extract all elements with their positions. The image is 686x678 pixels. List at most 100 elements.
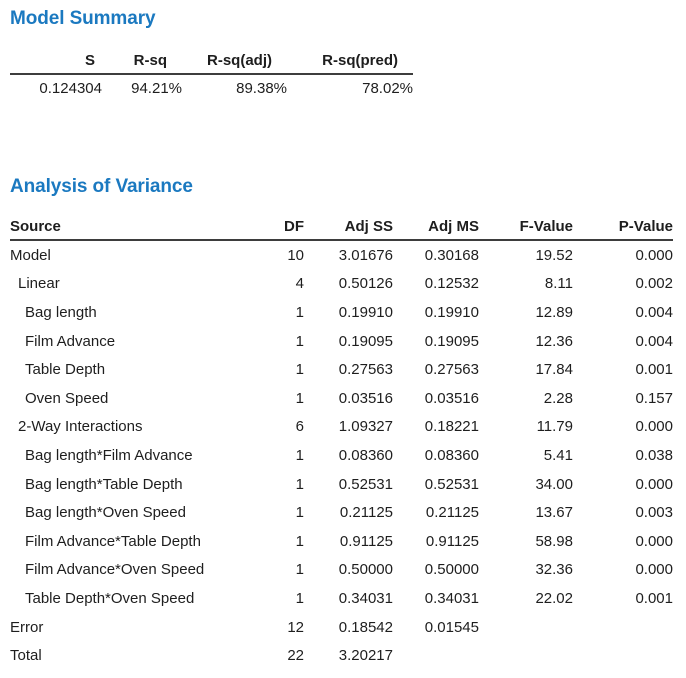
anova-cell-p: 0.000 bbox=[635, 561, 673, 579]
anova-cell-f: 12.89 bbox=[535, 303, 573, 321]
anova-cell-source: Linear bbox=[18, 275, 60, 293]
anova-row: Bag length*Film Advance 1 0.08360 0.08360 5.… bbox=[10, 441, 673, 470]
anova-row: Table Depth*Oven Speed 1 0.34031 0.34031 22.… bbox=[10, 584, 673, 613]
anova-row: Table Depth 1 0.27563 0.27563 17.84 0.001 bbox=[10, 355, 673, 384]
anova-cell-adj_ss: 0.19910 bbox=[338, 303, 393, 321]
anova-header-row: Source DF Adj SS Adj MS F-Value P-Value bbox=[10, 214, 673, 241]
anova-cell-p: 0.157 bbox=[635, 389, 673, 407]
anova-cell-p: 0.000 bbox=[635, 246, 673, 264]
anova-cell-p: 0.000 bbox=[635, 418, 673, 436]
anova-cell-f: 12.36 bbox=[535, 332, 573, 350]
anova-cell-adj_ms: 0.52531 bbox=[424, 475, 479, 493]
anova-cell-adj_ss: 0.50126 bbox=[338, 275, 393, 293]
anova-cell-source: Film Advance*Table Depth bbox=[25, 532, 201, 550]
anova-cell-f: 5.41 bbox=[543, 446, 573, 464]
anova-cell-df: 1 bbox=[295, 332, 304, 350]
column-header-adj-ms: Adj MS bbox=[393, 214, 479, 241]
anova-row: Error 12 0.18542 0.01545 bbox=[10, 613, 673, 642]
anova-cell-df: 1 bbox=[295, 475, 304, 493]
anova-table: Source DF Adj SS Adj MS F-Value P-Value … bbox=[10, 214, 673, 670]
anova-cell-adj_ss: 0.50000 bbox=[338, 561, 393, 579]
anova-cell-adj_ms: 0.27563 bbox=[424, 361, 479, 379]
anova-row: Film Advance*Oven Speed 1 0.50000 0.50000 32… bbox=[10, 556, 673, 585]
anova-cell-f: 58.98 bbox=[535, 532, 573, 550]
anova-cell-adj_ms: 0.12532 bbox=[424, 275, 479, 293]
anova-cell-adj_ms: 0.01545 bbox=[424, 618, 479, 636]
statistical-output-pane: Model Summary S R-sq R-sq(adj) R-sq(pred… bbox=[0, 8, 686, 670]
model-summary-value-row: 0.124304 94.21% 89.38% 78.02% bbox=[10, 74, 413, 101]
anova-cell-adj_ms: 0.18221 bbox=[424, 418, 479, 436]
anova-row: Oven Speed 1 0.03516 0.03516 2.28 0.157 bbox=[10, 384, 673, 413]
anova-cell-adj_ss: 0.19095 bbox=[338, 332, 393, 350]
anova-cell-adj_ms: 0.50000 bbox=[424, 561, 479, 579]
anova-row: Model 10 3.01676 0.30168 19.52 0.000 bbox=[10, 240, 673, 270]
anova-cell-p: 0.038 bbox=[635, 446, 673, 464]
anova-cell-f: 19.52 bbox=[535, 246, 573, 264]
anova-cell-adj_ss: 0.52531 bbox=[338, 475, 393, 493]
anova-cell-adj_ms: 0.03516 bbox=[424, 389, 479, 407]
anova-cell-adj_ss: 0.21125 bbox=[339, 504, 393, 522]
anova-cell-df: 1 bbox=[295, 561, 304, 579]
anova-cell-adj_ss: 3.20217 bbox=[338, 647, 393, 665]
anova-cell-adj_ss: 0.18542 bbox=[338, 618, 393, 636]
anova-cell-p: 0.001 bbox=[635, 361, 673, 379]
anova-cell-adj_ms: 0.19910 bbox=[424, 303, 479, 321]
anova-cell-p: 0.003 bbox=[635, 504, 673, 522]
anova-cell-source: 2-Way Interactions bbox=[18, 418, 143, 436]
anova-cell-source: Total bbox=[10, 647, 42, 665]
rsq-adj-value: 89.38% bbox=[236, 79, 287, 97]
column-header-df: DF bbox=[270, 214, 304, 241]
anova-cell-source: Model bbox=[10, 246, 51, 264]
anova-cell-source: Oven Speed bbox=[25, 389, 109, 407]
anova-cell-df: 22 bbox=[287, 647, 304, 665]
column-header-rsq-adj: R-sq(adj) bbox=[182, 46, 287, 75]
column-header-source: Source bbox=[10, 214, 270, 241]
anova-row: Bag length 1 0.19910 0.19910 12.89 0.004 bbox=[10, 298, 673, 327]
anova-row: Film Advance*Table Depth 1 0.91125 0.91125 5… bbox=[10, 527, 673, 556]
anova-cell-df: 1 bbox=[295, 446, 304, 464]
anova-cell-source: Bag length bbox=[25, 303, 97, 321]
anova-cell-df: 1 bbox=[295, 303, 304, 321]
anova-row: Total 22 3.20217 bbox=[10, 641, 673, 670]
anova-cell-p: 0.001 bbox=[635, 589, 673, 607]
anova-cell-p: 0.002 bbox=[635, 275, 673, 293]
anova-cell-df: 1 bbox=[295, 532, 304, 550]
anova-cell-f bbox=[479, 613, 573, 642]
anova-cell-f: 13.67 bbox=[535, 504, 573, 522]
anova-row: Bag length*Table Depth 1 0.52531 0.52531 34.… bbox=[10, 470, 673, 499]
anova-cell-p: 0.000 bbox=[635, 532, 673, 550]
anova-cell-f: 22.02 bbox=[535, 589, 573, 607]
anova-cell-adj_ms: 0.21125 bbox=[425, 504, 479, 522]
column-header-p-value: P-Value bbox=[573, 214, 673, 241]
anova-cell-source: Bag length*Oven Speed bbox=[25, 504, 186, 522]
anova-cell-adj_ms: 0.34031 bbox=[424, 589, 479, 607]
anova-cell-adj_ss: 0.27563 bbox=[338, 361, 393, 379]
anova-row: Bag length*Oven Speed 1 0.21125 0.21125 13.6… bbox=[10, 498, 673, 527]
anova-row: 2-Way Interactions 6 1.09327 0.18221 11.79 0.… bbox=[10, 413, 673, 442]
model-summary-title: Model Summary bbox=[10, 8, 156, 29]
anova-cell-source: Table Depth bbox=[25, 361, 106, 379]
anova-cell-adj_ms: 0.19095 bbox=[424, 332, 479, 350]
anova-cell-f: 17.84 bbox=[535, 361, 573, 379]
anova-cell-source: Bag length*Table Depth bbox=[25, 475, 183, 493]
anova-cell-source: Bag length*Film Advance bbox=[25, 446, 193, 464]
column-header-rsq: R-sq bbox=[102, 46, 182, 75]
anova-cell-adj_ms: 0.08360 bbox=[424, 446, 479, 464]
anova-row: Film Advance 1 0.19095 0.19095 12.36 0.004 bbox=[10, 327, 673, 356]
anova-cell-p: 0.000 bbox=[635, 475, 673, 493]
anova-cell-df: 1 bbox=[295, 504, 304, 522]
anova-cell-adj_ss: 0.08360 bbox=[338, 446, 393, 464]
anova-cell-f bbox=[479, 641, 573, 670]
anova-cell-source: Table Depth*Oven Speed bbox=[25, 589, 195, 607]
anova-cell-source: Film Advance bbox=[25, 332, 116, 350]
anova-cell-adj_ss: 1.09327 bbox=[338, 418, 393, 436]
anova-cell-p: 0.004 bbox=[635, 332, 673, 350]
rsq-value: 94.21% bbox=[131, 79, 182, 97]
column-header-adj-ss: Adj SS bbox=[304, 214, 393, 241]
anova-cell-f: 32.36 bbox=[535, 561, 573, 579]
anova-row: Linear 4 0.50126 0.12532 8.11 0.002 bbox=[10, 270, 673, 299]
s-value: 0.124304 bbox=[39, 79, 102, 97]
anova-cell-adj_ms bbox=[393, 641, 479, 670]
anova-cell-source: Error bbox=[10, 618, 44, 636]
anova-cell-adj_ss: 3.01676 bbox=[338, 246, 393, 264]
